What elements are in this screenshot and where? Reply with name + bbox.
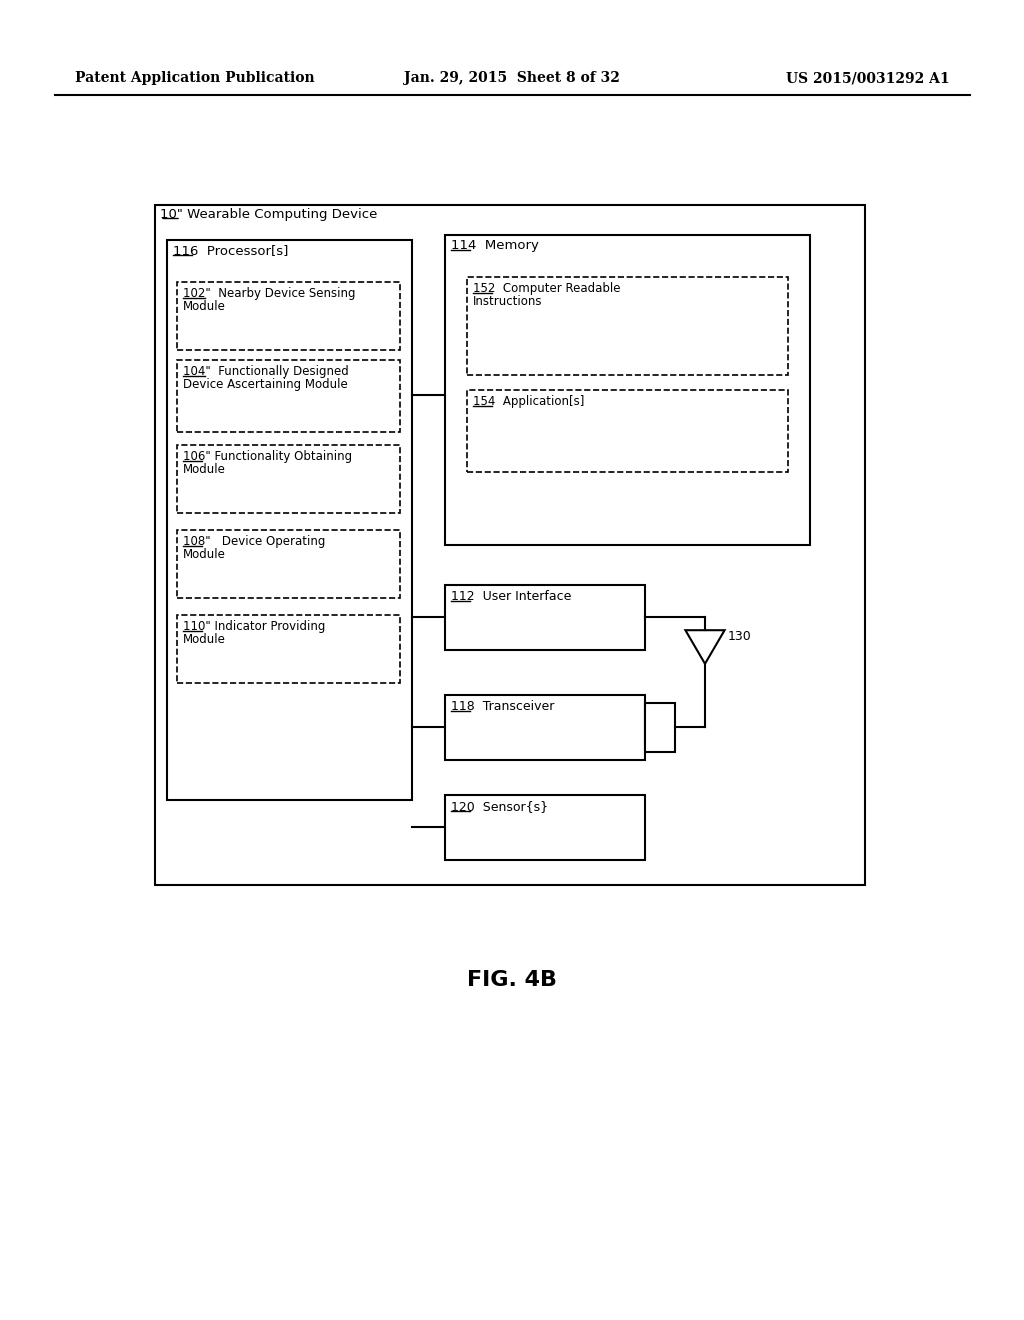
Text: 106" Functionality Obtaining: 106" Functionality Obtaining	[183, 450, 352, 463]
Bar	[177, 360, 400, 432]
Bar	[445, 235, 810, 545]
Text: 154  Application[s]: 154 Application[s]	[473, 395, 585, 408]
Bar	[177, 531, 400, 598]
Bar	[467, 277, 788, 375]
Text: 102"  Nearby Device Sensing: 102" Nearby Device Sensing	[183, 286, 355, 300]
Bar	[645, 704, 675, 752]
Bar	[155, 205, 865, 884]
Text: 120  Sensor{s}: 120 Sensor{s}	[451, 800, 548, 813]
Bar	[445, 696, 645, 760]
Text: 10" Wearable Computing Device: 10" Wearable Computing Device	[160, 209, 378, 220]
Bar	[167, 240, 412, 800]
Text: 112  User Interface: 112 User Interface	[451, 590, 571, 603]
Bar	[177, 282, 400, 350]
Text: Instructions: Instructions	[473, 294, 543, 308]
Text: 116  Processor[s]: 116 Processor[s]	[173, 244, 289, 257]
Text: 108"   Device Operating: 108" Device Operating	[183, 535, 326, 548]
Text: Module: Module	[183, 463, 226, 477]
Text: Device Ascertaining Module: Device Ascertaining Module	[183, 378, 348, 391]
Bar	[177, 445, 400, 513]
Text: US 2015/0031292 A1: US 2015/0031292 A1	[786, 71, 950, 84]
Bar	[467, 389, 788, 473]
Text: 152  Computer Readable: 152 Computer Readable	[473, 282, 621, 294]
Text: Module: Module	[183, 634, 226, 645]
Text: Module: Module	[183, 300, 226, 313]
Text: FIG. 4B: FIG. 4B	[467, 970, 557, 990]
Text: Jan. 29, 2015  Sheet 8 of 32: Jan. 29, 2015 Sheet 8 of 32	[404, 71, 620, 84]
Bar	[177, 615, 400, 682]
Text: 110" Indicator Providing: 110" Indicator Providing	[183, 620, 326, 634]
Text: 104"  Functionally Designed: 104" Functionally Designed	[183, 366, 349, 378]
Text: 114  Memory: 114 Memory	[451, 239, 539, 252]
Bar	[445, 795, 645, 861]
Text: Module: Module	[183, 548, 226, 561]
Bar	[445, 585, 645, 649]
Text: Patent Application Publication: Patent Application Publication	[75, 71, 314, 84]
Text: 130: 130	[727, 630, 752, 643]
Text: 118  Transceiver: 118 Transceiver	[451, 700, 554, 713]
